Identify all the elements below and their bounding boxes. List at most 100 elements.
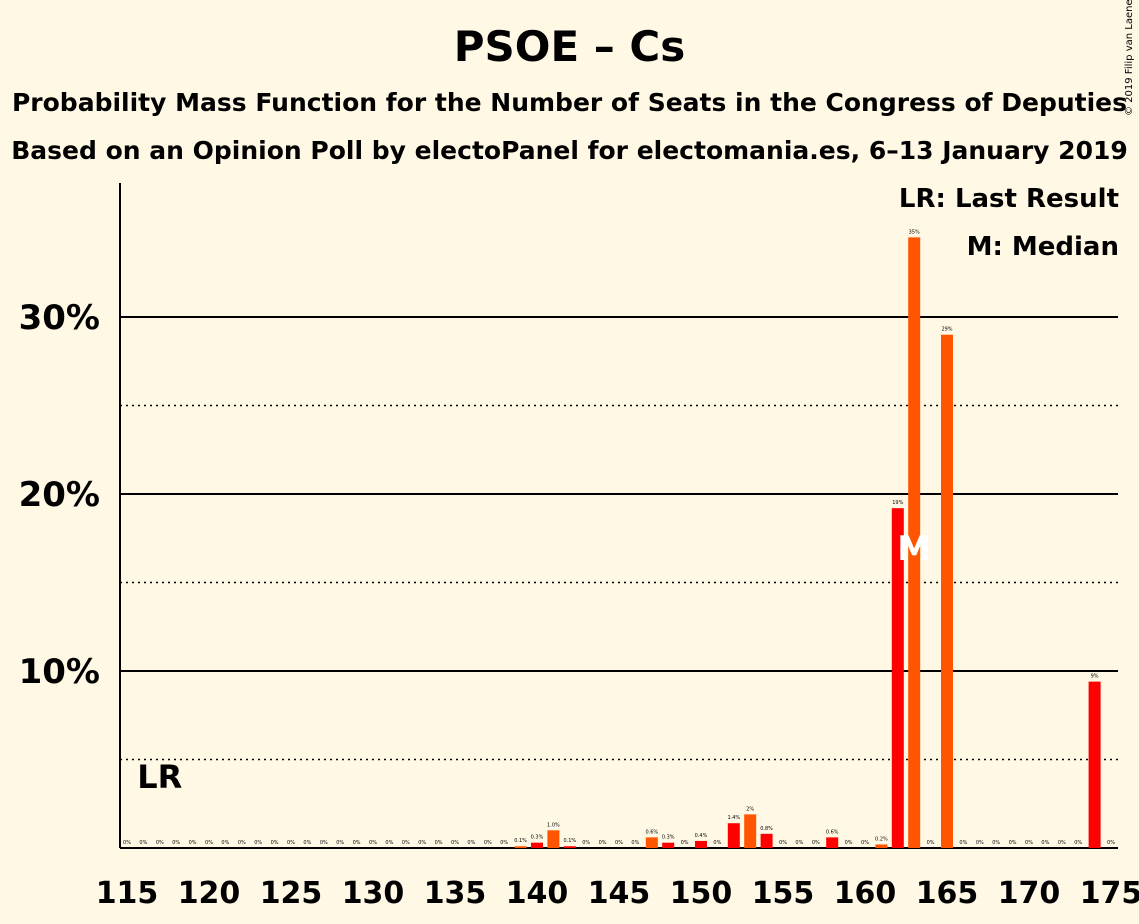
- data-label-seat-158: 0.6%: [826, 829, 839, 835]
- data-label-seat-157: 0%: [812, 840, 820, 846]
- bar-seat-140: [531, 842, 543, 848]
- data-label-seat-171: 0%: [1041, 840, 1049, 846]
- x-tick-label-115: 115: [96, 876, 159, 911]
- chart-title: PSOE – Cs: [453, 22, 686, 71]
- data-label-seat-138: 0%: [500, 840, 508, 846]
- data-label-seat-126: 0%: [303, 840, 311, 846]
- bar-seat-163: [908, 237, 921, 849]
- data-label-seat-154: 0.8%: [760, 826, 773, 832]
- data-label-seat-175: 0%: [1107, 840, 1115, 846]
- x-tick-label-160: 160: [834, 876, 897, 911]
- data-label-seat-137: 0%: [484, 840, 492, 846]
- data-label-seat-155: 0%: [779, 840, 787, 846]
- data-label-seat-162: 19%: [892, 500, 903, 506]
- data-label-seat-163: 35%: [909, 229, 920, 235]
- bar-seat-165: [941, 334, 953, 848]
- bar-seat-174: [1088, 681, 1101, 848]
- y-tick-label-20: 20%: [19, 475, 100, 515]
- data-label-seat-146: 0%: [631, 840, 639, 846]
- data-label-seat-116: 0%: [139, 840, 147, 846]
- data-label-seat-121: 0%: [221, 840, 229, 846]
- data-label-seat-142: 0.1%: [563, 838, 576, 844]
- data-label-seat-169: 0%: [1009, 840, 1017, 846]
- bar-seat-153: [744, 814, 757, 848]
- data-label-seat-150: 0.4%: [695, 833, 708, 839]
- bar-seat-141: [547, 830, 560, 848]
- bar-seat-162: [891, 508, 904, 848]
- bar-seat-161: [875, 844, 888, 848]
- data-label-seat-152: 1.4%: [727, 815, 740, 821]
- bar-seat-154: [760, 833, 773, 848]
- x-tick-label-120: 120: [178, 876, 241, 911]
- x-tick-label-125: 125: [260, 876, 323, 911]
- chart-subtitle: Probability Mass Function for the Number…: [11, 88, 1128, 117]
- data-label-seat-128: 0%: [336, 840, 344, 846]
- x-tick-label-140: 140: [506, 876, 569, 911]
- x-tick-label-165: 165: [916, 876, 979, 911]
- data-label-seat-147: 0.6%: [645, 829, 658, 835]
- data-label-seat-143: 0%: [582, 840, 590, 846]
- data-label-seat-165: 29%: [941, 327, 952, 333]
- x-tick-label-150: 150: [670, 876, 733, 911]
- bar-seat-158: [826, 837, 839, 848]
- y-tick-label-30: 30%: [19, 298, 100, 338]
- data-label-seat-173: 0%: [1074, 840, 1082, 846]
- bar-seat-139: [514, 846, 527, 848]
- data-label-seat-120: 0%: [205, 840, 213, 846]
- data-label-seat-159: 0%: [845, 840, 853, 846]
- data-label-seat-133: 0%: [418, 840, 426, 846]
- data-label-seat-170: 0%: [1025, 840, 1033, 846]
- y-tick-label-10: 10%: [19, 652, 100, 692]
- data-label-seat-145: 0%: [615, 840, 623, 846]
- data-label-seat-125: 0%: [287, 840, 295, 846]
- data-label-seat-117: 0%: [156, 840, 164, 846]
- data-label-seat-132: 0%: [402, 840, 410, 846]
- data-label-seat-153: 2%: [746, 806, 754, 812]
- data-label-seat-168: 0%: [992, 840, 1000, 846]
- data-label-seat-164: 0%: [927, 840, 935, 846]
- data-label-seat-167: 0%: [976, 840, 984, 846]
- x-tick-label-145: 145: [588, 876, 651, 911]
- legend-median: M: Median: [966, 232, 1119, 262]
- x-tick-label-135: 135: [424, 876, 487, 911]
- data-label-seat-140: 0.3%: [531, 835, 544, 841]
- data-label-seat-166: 0%: [959, 840, 967, 846]
- data-label-seat-136: 0%: [467, 840, 475, 846]
- data-label-seat-151: 0%: [713, 840, 721, 846]
- x-tick-label-170: 170: [998, 876, 1061, 911]
- x-tick-label-175: 175: [1080, 876, 1139, 911]
- bar-seat-150: [695, 840, 707, 848]
- legend-last-result: LR: Last Result: [898, 184, 1119, 214]
- bar-seat-147: [645, 837, 658, 848]
- data-label-seat-118: 0%: [172, 840, 180, 846]
- data-label-seat-149: 0%: [681, 840, 689, 846]
- data-label-seat-123: 0%: [254, 840, 262, 846]
- data-label-seat-139: 0.1%: [514, 838, 527, 844]
- data-label-seat-129: 0%: [353, 840, 361, 846]
- data-label-seat-122: 0%: [238, 840, 246, 846]
- data-label-seat-130: 0%: [369, 840, 377, 846]
- bar-seat-152: [727, 823, 740, 848]
- data-label-seat-124: 0%: [271, 840, 279, 846]
- x-tick-label-155: 155: [752, 876, 815, 911]
- data-label-seat-115: 0%: [123, 840, 131, 846]
- data-label-seat-119: 0%: [189, 840, 197, 846]
- bar-seat-148: [662, 842, 675, 848]
- data-label-seat-160: 0%: [861, 840, 869, 846]
- data-label-seat-144: 0%: [599, 840, 607, 846]
- last-result-marker: LR: [137, 758, 182, 796]
- x-tick-label-130: 130: [342, 876, 405, 911]
- data-label-seat-141: 1.0%: [547, 822, 560, 828]
- data-label-seat-131: 0%: [385, 840, 393, 846]
- data-label-seat-156: 0%: [795, 840, 803, 846]
- data-label-seat-135: 0%: [451, 840, 459, 846]
- median-marker: M: [897, 529, 931, 569]
- bar-seat-142: [563, 846, 576, 848]
- data-label-seat-148: 0.3%: [662, 835, 675, 841]
- data-label-seat-134: 0%: [435, 840, 443, 846]
- data-label-seat-172: 0%: [1058, 840, 1066, 846]
- data-label-seat-174: 9%: [1091, 674, 1099, 680]
- chart-source-line: Based on an Opinion Poll by electoPanel …: [11, 136, 1128, 165]
- data-label-seat-161: 0.2%: [875, 836, 888, 842]
